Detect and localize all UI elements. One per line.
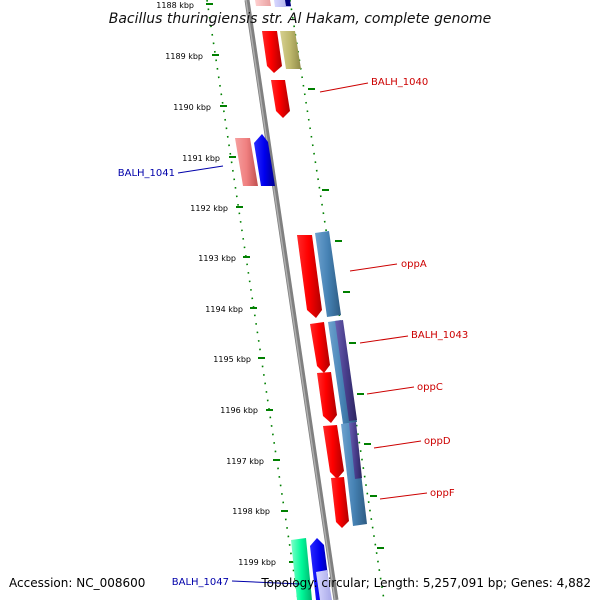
leader-oppA [349,263,398,272]
tick-label: 1198 kbp [232,507,270,516]
leader-balh-1041 [177,165,224,174]
cds-block-balh-1041-pale [235,138,258,186]
tick-label: 1188 kbp [156,1,194,10]
accession-text: Accession: NC_008600 [9,576,145,590]
teal-block-balh-1047 [291,538,312,600]
gene-label[interactable]: oppF [430,488,455,499]
steelblue-block-oppA [315,231,341,317]
genome-backbone-highlight [245,0,336,600]
tick-label: 1190 kbp [173,103,211,112]
gene-label[interactable]: BALH_1040 [371,77,428,88]
cds-arrow-oppC [317,372,337,423]
tick-labels: 1188 kbp 1189 kbp 1190 kbp 1191 kbp 1192… [156,1,276,567]
leader-balh-1043 [359,335,409,344]
tick-label: 1193 kbp [198,254,236,263]
cds-arrow-balh-1040 [271,80,290,118]
gene-label[interactable]: oppC [417,382,443,393]
steelblue-block-oppD [341,422,367,526]
cds-arrow-1189a [262,31,282,73]
gene-label[interactable]: BALH_1043 [411,330,468,341]
tick-label: 1189 kbp [165,52,203,61]
gene-label[interactable]: oppA [401,259,427,270]
cds-arrow-balh-1041 [254,134,275,186]
cds-arrow-top-pale [255,0,271,6]
tick-label: 1197 kbp [226,457,264,466]
gene-label[interactable]: oppD [424,436,451,447]
cds-arrow-oppF [331,477,349,528]
map-title: Bacillus thuringiensis str. Al Hakam, co… [109,11,492,27]
tick-label: 1196 kbp [220,406,258,415]
tick-label: 1199 kbp [238,558,276,567]
genome-summary-text: Topology: circular; Length: 5,257,091 bp… [260,576,591,590]
gene-label[interactable]: BALH_1047 [172,577,229,588]
purple-block-oppD [349,422,362,479]
leader-balh-1040 [319,82,369,93]
gene-features [235,0,367,600]
gene-label[interactable]: BALH_1041 [118,168,175,179]
tick-label: 1192 kbp [190,204,228,213]
tick-marks [206,3,384,563]
leader-oppD [373,440,422,449]
gene-labels: BALH_1040 BALH_1041 oppA BALH_1043 oppC … [118,77,469,588]
leader-balh-1047 [231,580,301,585]
cds-arrow-balh-1043 [310,322,330,373]
olive-block-1189 [280,31,301,69]
tick-label: 1191 kbp [182,154,220,163]
tick-label: 1194 kbp [205,305,243,314]
purple-block-balh-1043 [335,320,357,421]
leader-oppC [366,386,415,395]
cds-arrow-oppA [297,235,322,318]
cds-arrow-oppD [323,425,344,479]
light-blue-block-balh-1047 [316,570,332,600]
genome-backbone [244,0,339,600]
tick-label: 1195 kbp [213,355,251,364]
cds-arrow-top-navy [285,0,291,6]
leader-oppF [379,492,428,500]
label-leader-lines [177,82,428,585]
